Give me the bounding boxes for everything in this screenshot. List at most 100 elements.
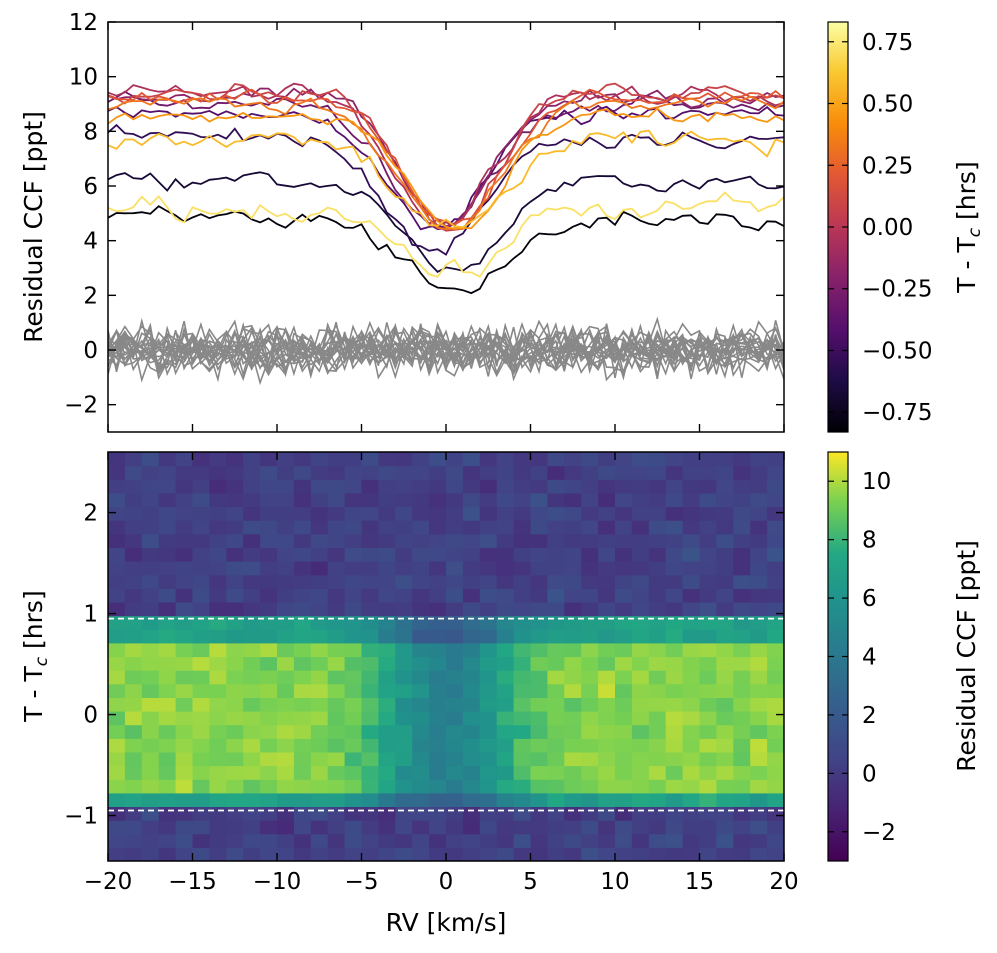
heatmap-cell bbox=[395, 492, 413, 508]
heatmap-cell bbox=[175, 738, 194, 753]
heatmap-cell bbox=[598, 779, 616, 794]
heatmap-cell bbox=[378, 820, 396, 835]
heatmap-cell bbox=[547, 506, 565, 521]
heatmap-cell bbox=[192, 792, 210, 807]
heatmap-cell bbox=[547, 765, 565, 780]
heatmap-cell bbox=[158, 465, 177, 480]
heatmap-cell bbox=[665, 724, 684, 739]
x-tick-label: 0 bbox=[439, 869, 454, 895]
heatmap-cell bbox=[192, 751, 210, 767]
heatmap-cell bbox=[192, 506, 210, 521]
heatmap-cell bbox=[479, 574, 498, 589]
heatmap-cell bbox=[615, 642, 633, 658]
heatmap-cell bbox=[682, 724, 701, 739]
heatmap-cell bbox=[310, 820, 329, 835]
heatmap-cell bbox=[378, 738, 396, 753]
heatmap-cell bbox=[615, 520, 633, 535]
heatmap-cell bbox=[716, 683, 734, 698]
heatmap-cell bbox=[733, 602, 751, 617]
colorbar-tick-label: −2 bbox=[862, 820, 896, 846]
y-tick-label: 2 bbox=[83, 283, 98, 309]
heatmap-cell bbox=[446, 806, 464, 821]
heatmap-cell bbox=[631, 847, 650, 861]
heatmap-cell bbox=[175, 547, 194, 562]
heatmap-cell bbox=[243, 820, 261, 835]
heatmap-cell bbox=[260, 452, 278, 453]
heatmap-cell bbox=[446, 520, 464, 535]
heatmap-cell bbox=[260, 792, 278, 807]
heatmap-cell bbox=[665, 479, 684, 494]
heatmap-cell bbox=[446, 547, 464, 562]
heatmap-cell bbox=[141, 792, 160, 807]
heatmap-cell bbox=[462, 711, 481, 726]
heatmap-cell bbox=[513, 520, 532, 535]
in-transit-line bbox=[108, 129, 784, 229]
in-transit-lines bbox=[108, 82, 784, 295]
heatmap-cell bbox=[446, 465, 464, 480]
heatmap-cell bbox=[293, 642, 312, 658]
heatmap-cell bbox=[496, 670, 515, 685]
heatmap-cell bbox=[513, 738, 532, 753]
heatmap-cell bbox=[446, 629, 464, 644]
heatmap-cell bbox=[564, 724, 582, 739]
heatmap-cell bbox=[395, 574, 413, 589]
heatmap-cell bbox=[327, 588, 346, 603]
heatmap-cell bbox=[108, 711, 126, 726]
heatmap-cell bbox=[631, 452, 650, 453]
heatmap-cell bbox=[733, 588, 751, 603]
heatmap-cell bbox=[648, 683, 667, 698]
heatmap-cell bbox=[243, 506, 261, 521]
heatmap-cell bbox=[631, 492, 650, 508]
heatmap-cell bbox=[631, 820, 650, 835]
heatmap-cell bbox=[344, 847, 363, 861]
heatmap-cell bbox=[564, 765, 582, 780]
heatmap-cell bbox=[446, 642, 464, 658]
heatmap-cell bbox=[479, 683, 498, 698]
heatmap-cell bbox=[648, 792, 667, 807]
heatmap-cell bbox=[327, 602, 346, 617]
heatmap-cell bbox=[158, 452, 177, 467]
heatmap-cell bbox=[260, 602, 278, 617]
heatmap-cell bbox=[158, 670, 177, 685]
heatmap-cell bbox=[513, 588, 532, 603]
ccf-colorbar-label: Residual CCF [ppt] bbox=[952, 540, 981, 772]
heatmap-cell bbox=[479, 765, 498, 780]
x-tick-label: −15 bbox=[168, 869, 217, 895]
heatmap-cell bbox=[226, 479, 244, 494]
heatmap-cell bbox=[412, 602, 430, 617]
heatmap-cell bbox=[750, 533, 768, 548]
heatmap-cell bbox=[293, 452, 312, 467]
heatmap-cell bbox=[260, 765, 278, 780]
heatmap-cell bbox=[530, 629, 548, 644]
heatmap-cell bbox=[513, 656, 532, 671]
heatmap-cell bbox=[615, 656, 633, 671]
heatmap-cell bbox=[564, 847, 582, 861]
heatmap-cell bbox=[124, 465, 143, 480]
heatmap-cell bbox=[124, 670, 143, 685]
heatmap-cell bbox=[260, 588, 278, 603]
heatmap-cell bbox=[665, 792, 684, 807]
heatmap-cells bbox=[108, 452, 784, 861]
heatmap-cell bbox=[513, 765, 532, 780]
heatmap-cell bbox=[108, 656, 126, 671]
heatmap-cell bbox=[192, 697, 210, 712]
heatmap-cell bbox=[547, 751, 565, 767]
y-tick-label: 8 bbox=[83, 119, 98, 145]
heatmap-cell bbox=[260, 533, 278, 548]
heatmap-cell bbox=[547, 588, 565, 603]
heatmap-cell bbox=[446, 452, 464, 453]
heatmap-cell bbox=[564, 452, 582, 467]
ccf-colorbar-ticks: −2 0 2 4 6 8 10 bbox=[828, 469, 896, 846]
heatmap-cell bbox=[767, 765, 784, 780]
heatmap-cell bbox=[496, 561, 515, 576]
heatmap-cell bbox=[581, 711, 599, 726]
heatmap-cell bbox=[513, 574, 532, 589]
heatmap-cell bbox=[750, 547, 768, 562]
heatmap-cell bbox=[429, 452, 447, 467]
heatmap-cell bbox=[716, 452, 734, 467]
heatmap-cell bbox=[395, 806, 413, 821]
heatmap-cell bbox=[665, 779, 684, 794]
heatmap-cell bbox=[293, 724, 312, 739]
heatmap-cell bbox=[750, 574, 768, 589]
heatmap-cell bbox=[446, 683, 464, 698]
